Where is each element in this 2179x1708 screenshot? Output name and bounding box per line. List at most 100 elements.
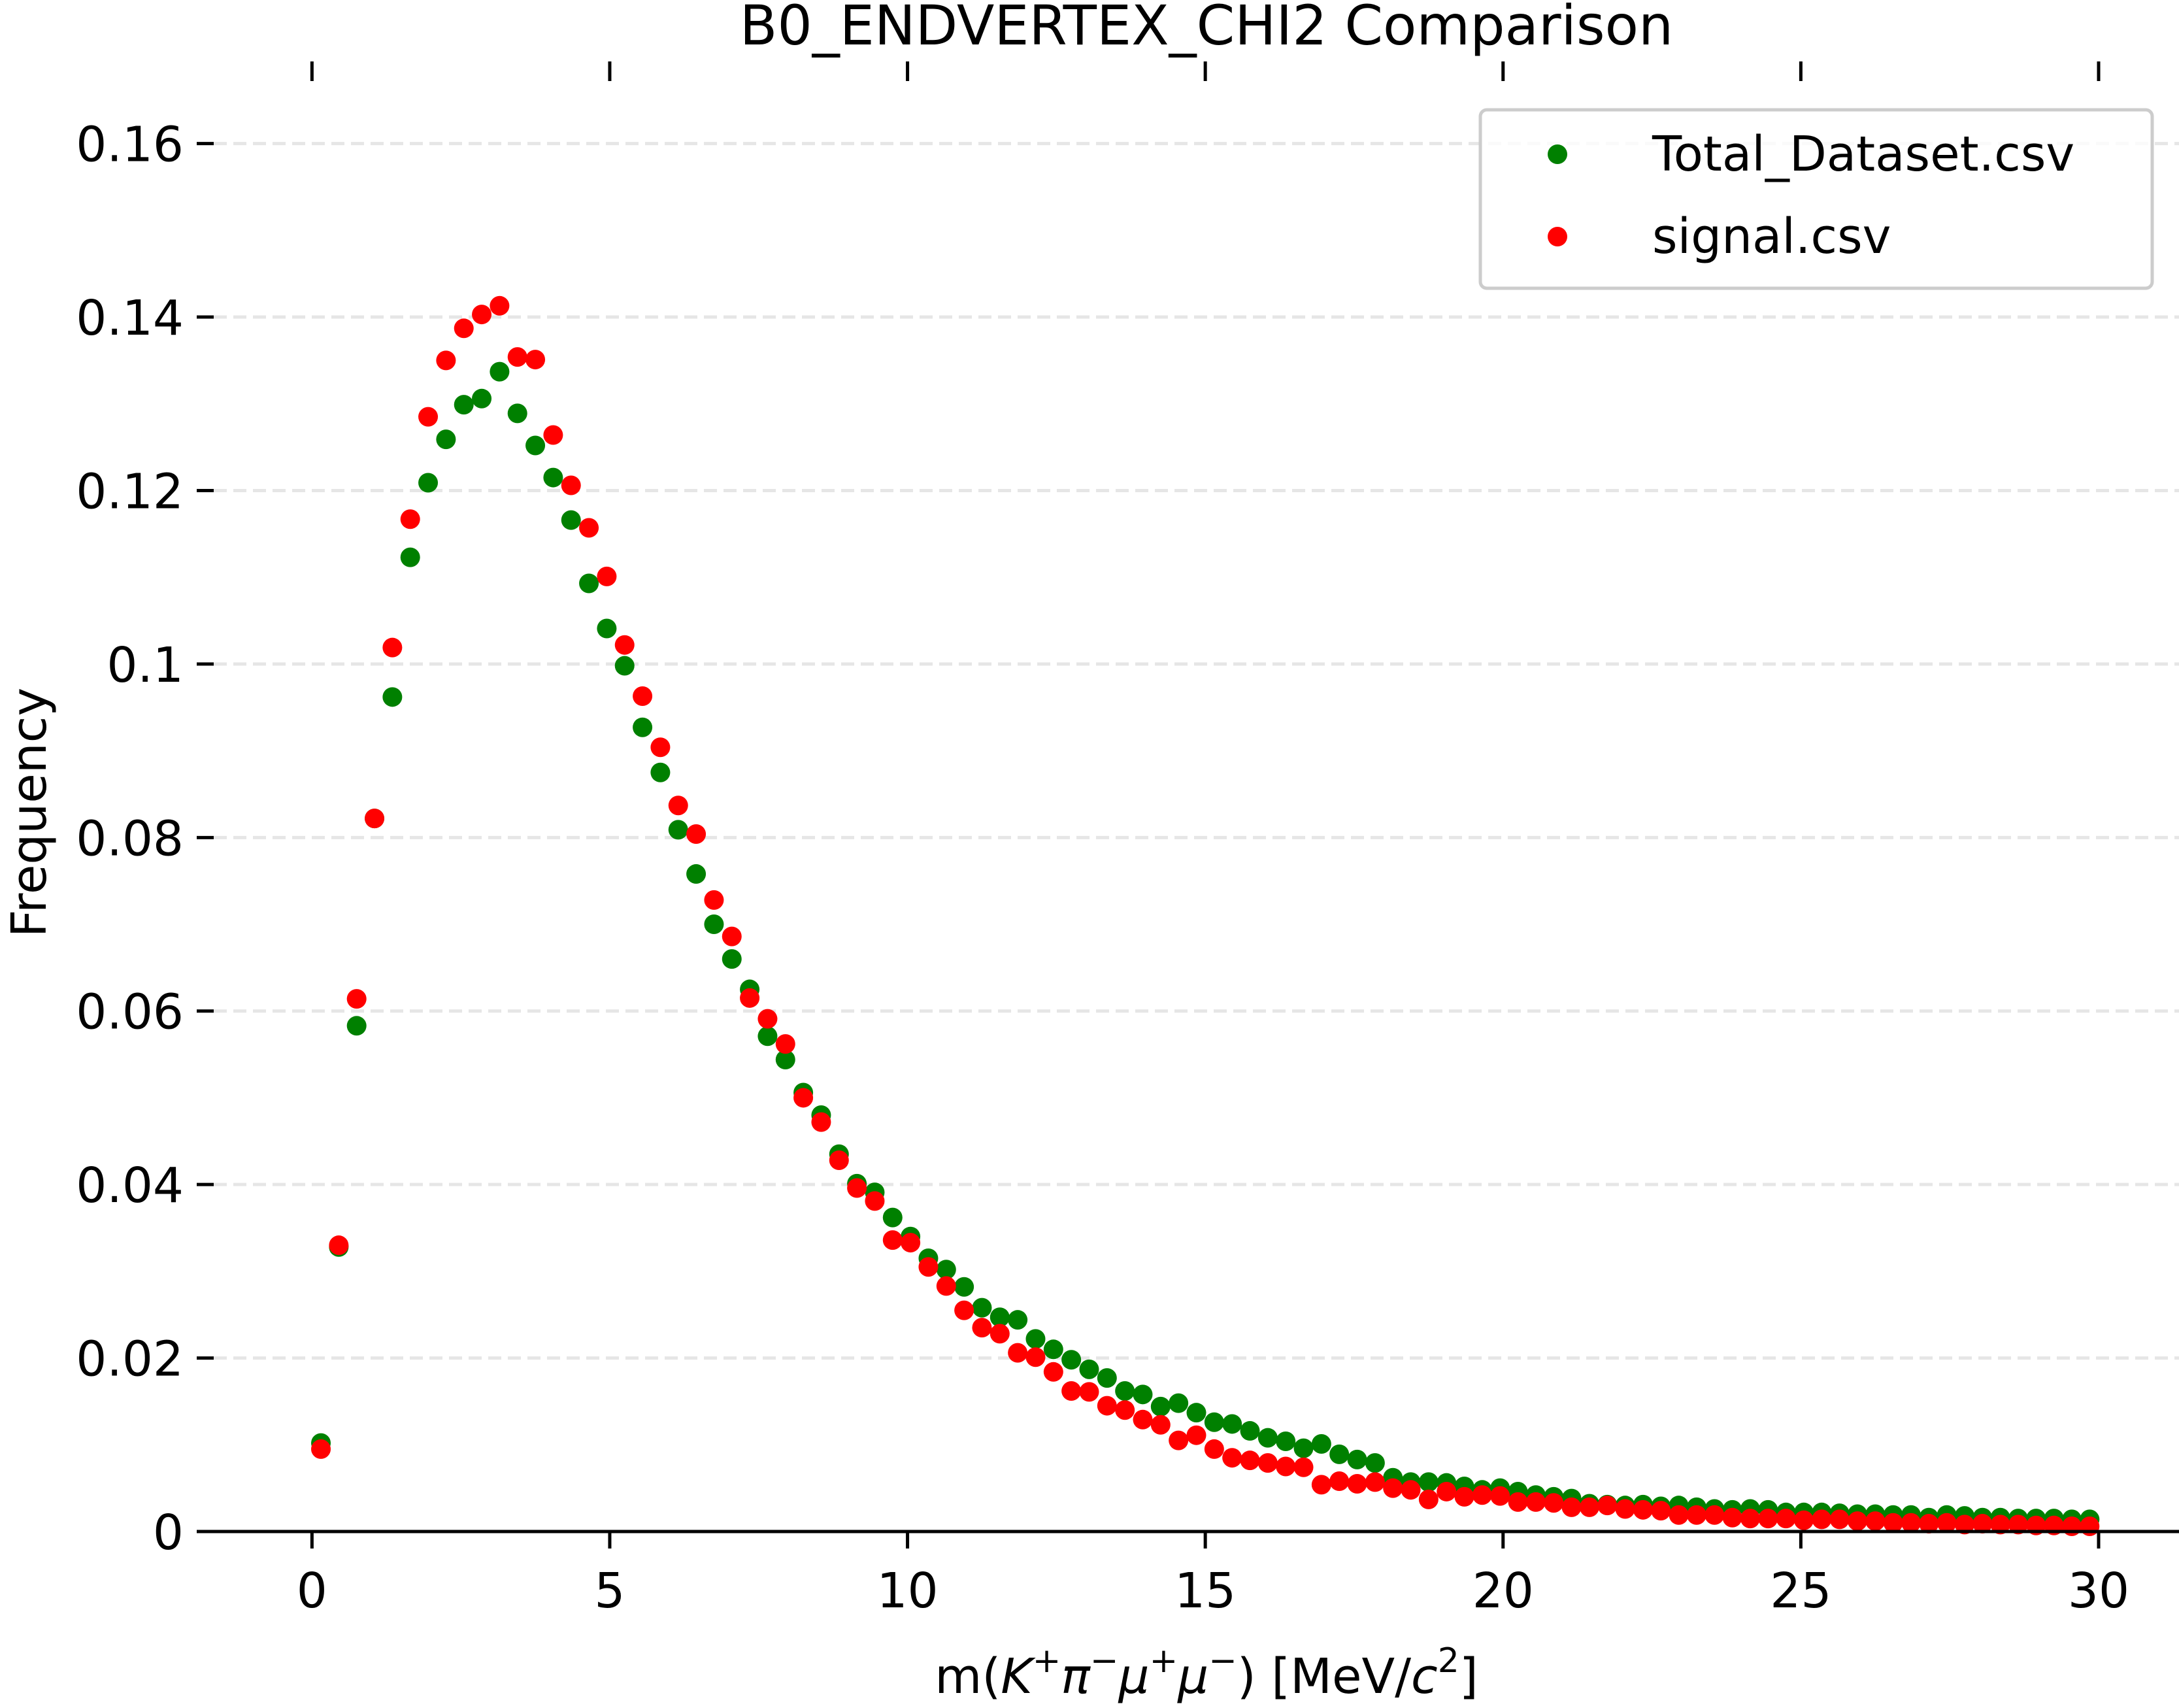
- data-point: [954, 1300, 974, 1320]
- data-point: [561, 475, 581, 495]
- data-point: [1544, 1493, 1564, 1513]
- x-label-var-pi: π: [1061, 1649, 1091, 1705]
- data-point: [829, 1150, 849, 1170]
- data-point: [704, 914, 724, 935]
- data-point: [650, 762, 671, 782]
- data-point: [1365, 1472, 1385, 1492]
- data-point: [507, 347, 527, 367]
- data-point: [1919, 1514, 1939, 1534]
- data-point: [1115, 1381, 1135, 1401]
- data-point: [1990, 1515, 2010, 1535]
- data-point: [847, 1178, 867, 1198]
- data-point: [722, 949, 742, 969]
- data-point: [507, 403, 527, 424]
- data-point: [1597, 1496, 1618, 1516]
- data-point: [740, 988, 760, 1008]
- y-tick-label: 0.02: [76, 1331, 184, 1388]
- data-point: [597, 566, 617, 586]
- x-tick-label: 25: [1770, 1563, 1831, 1619]
- grid-layer: [214, 142, 2179, 1360]
- data-point: [382, 637, 403, 658]
- data-point: [1222, 1448, 1242, 1468]
- data-point: [1490, 1486, 1510, 1506]
- data-point: [1257, 1453, 1278, 1473]
- data-point: [1025, 1347, 1046, 1367]
- data-point: [1008, 1343, 1028, 1363]
- data-point: [1615, 1499, 1635, 1519]
- legend-box: [1478, 108, 2154, 290]
- data-point: [490, 361, 510, 382]
- data-point: [650, 737, 671, 758]
- data-point: [1043, 1339, 1063, 1360]
- data-point: [1883, 1513, 1903, 1533]
- x-tick-label: 30: [2068, 1563, 2129, 1619]
- ticks-layer: 0 5 10 15 20 25 30 0 0.02 0.04 0.06 0.08 0.1 0.12 0.14…: [76, 61, 2129, 1619]
- data-point: [633, 686, 653, 706]
- data-point: [1097, 1368, 1117, 1388]
- data-point: [543, 425, 563, 445]
- data-point: [1937, 1513, 1957, 1533]
- data-point: [1043, 1362, 1063, 1382]
- data-point: [1276, 1431, 1296, 1451]
- x-label-sup-pi: −: [1090, 1641, 1119, 1681]
- data-point: [472, 305, 492, 325]
- data-point: [793, 1088, 814, 1108]
- data-point: [775, 1050, 795, 1070]
- data-point: [1240, 1450, 1260, 1471]
- data-point: [525, 350, 546, 370]
- data-point: [1865, 1511, 1886, 1532]
- data-point: [454, 318, 474, 339]
- data-point: [1293, 1438, 1314, 1458]
- x-label-suffix: ]: [1459, 1649, 1478, 1705]
- y-tick-label: 0.16: [76, 117, 184, 173]
- legend: Total_Dataset.csv signal.csv: [1478, 108, 2154, 290]
- data-point: [1954, 1515, 1974, 1535]
- data-point: [525, 435, 546, 456]
- data-point: [1311, 1475, 1331, 1495]
- chart-title: B0_ENDVERTEX_CHI2 Comparison: [740, 0, 1674, 58]
- data-point: [972, 1318, 992, 1338]
- data-point: [418, 407, 439, 427]
- legend-label-signal: signal.csv: [1652, 209, 1891, 265]
- data-point: [418, 473, 439, 493]
- data-point: [1097, 1396, 1117, 1416]
- data-point: [1776, 1509, 1796, 1529]
- data-point: [1204, 1439, 1224, 1459]
- data-point: [329, 1235, 349, 1256]
- data-point: [1812, 1509, 1832, 1530]
- data-point: [1150, 1415, 1171, 1435]
- x-label-var-c: c: [1411, 1649, 1438, 1705]
- data-point: [472, 388, 492, 409]
- data-point: [1705, 1505, 1725, 1525]
- data-point: [757, 1026, 778, 1047]
- data-point: [1525, 1492, 1546, 1512]
- data-point: [1061, 1350, 1082, 1370]
- data-point: [1311, 1433, 1331, 1454]
- data-point: [1901, 1513, 1921, 1533]
- data-point: [1651, 1501, 1671, 1521]
- y-tick-label: 0.14: [76, 290, 184, 346]
- data-point: [1847, 1511, 1867, 1532]
- data-point: [1347, 1449, 1367, 1469]
- data-point: [1633, 1499, 1653, 1520]
- data-point: [1257, 1428, 1278, 1448]
- data-point: [1347, 1474, 1367, 1494]
- data-point: [1079, 1359, 1099, 1379]
- data-point: [1008, 1310, 1028, 1330]
- data-point: [1079, 1382, 1099, 1402]
- x-label-var-k: K: [1001, 1649, 1036, 1705]
- data-point: [1758, 1509, 1778, 1529]
- data-point: [811, 1112, 831, 1132]
- data-point: [1401, 1480, 1421, 1500]
- data-point: [918, 1257, 939, 1277]
- data-point: [2061, 1516, 2082, 1537]
- data-point: [490, 295, 510, 316]
- data-point: [1293, 1457, 1314, 1477]
- data-point: [1169, 1393, 1189, 1413]
- data-point: [722, 926, 742, 946]
- data-point: [1561, 1497, 1582, 1517]
- data-point: [614, 635, 635, 655]
- data-point: [936, 1260, 956, 1280]
- data-point: [1169, 1430, 1189, 1450]
